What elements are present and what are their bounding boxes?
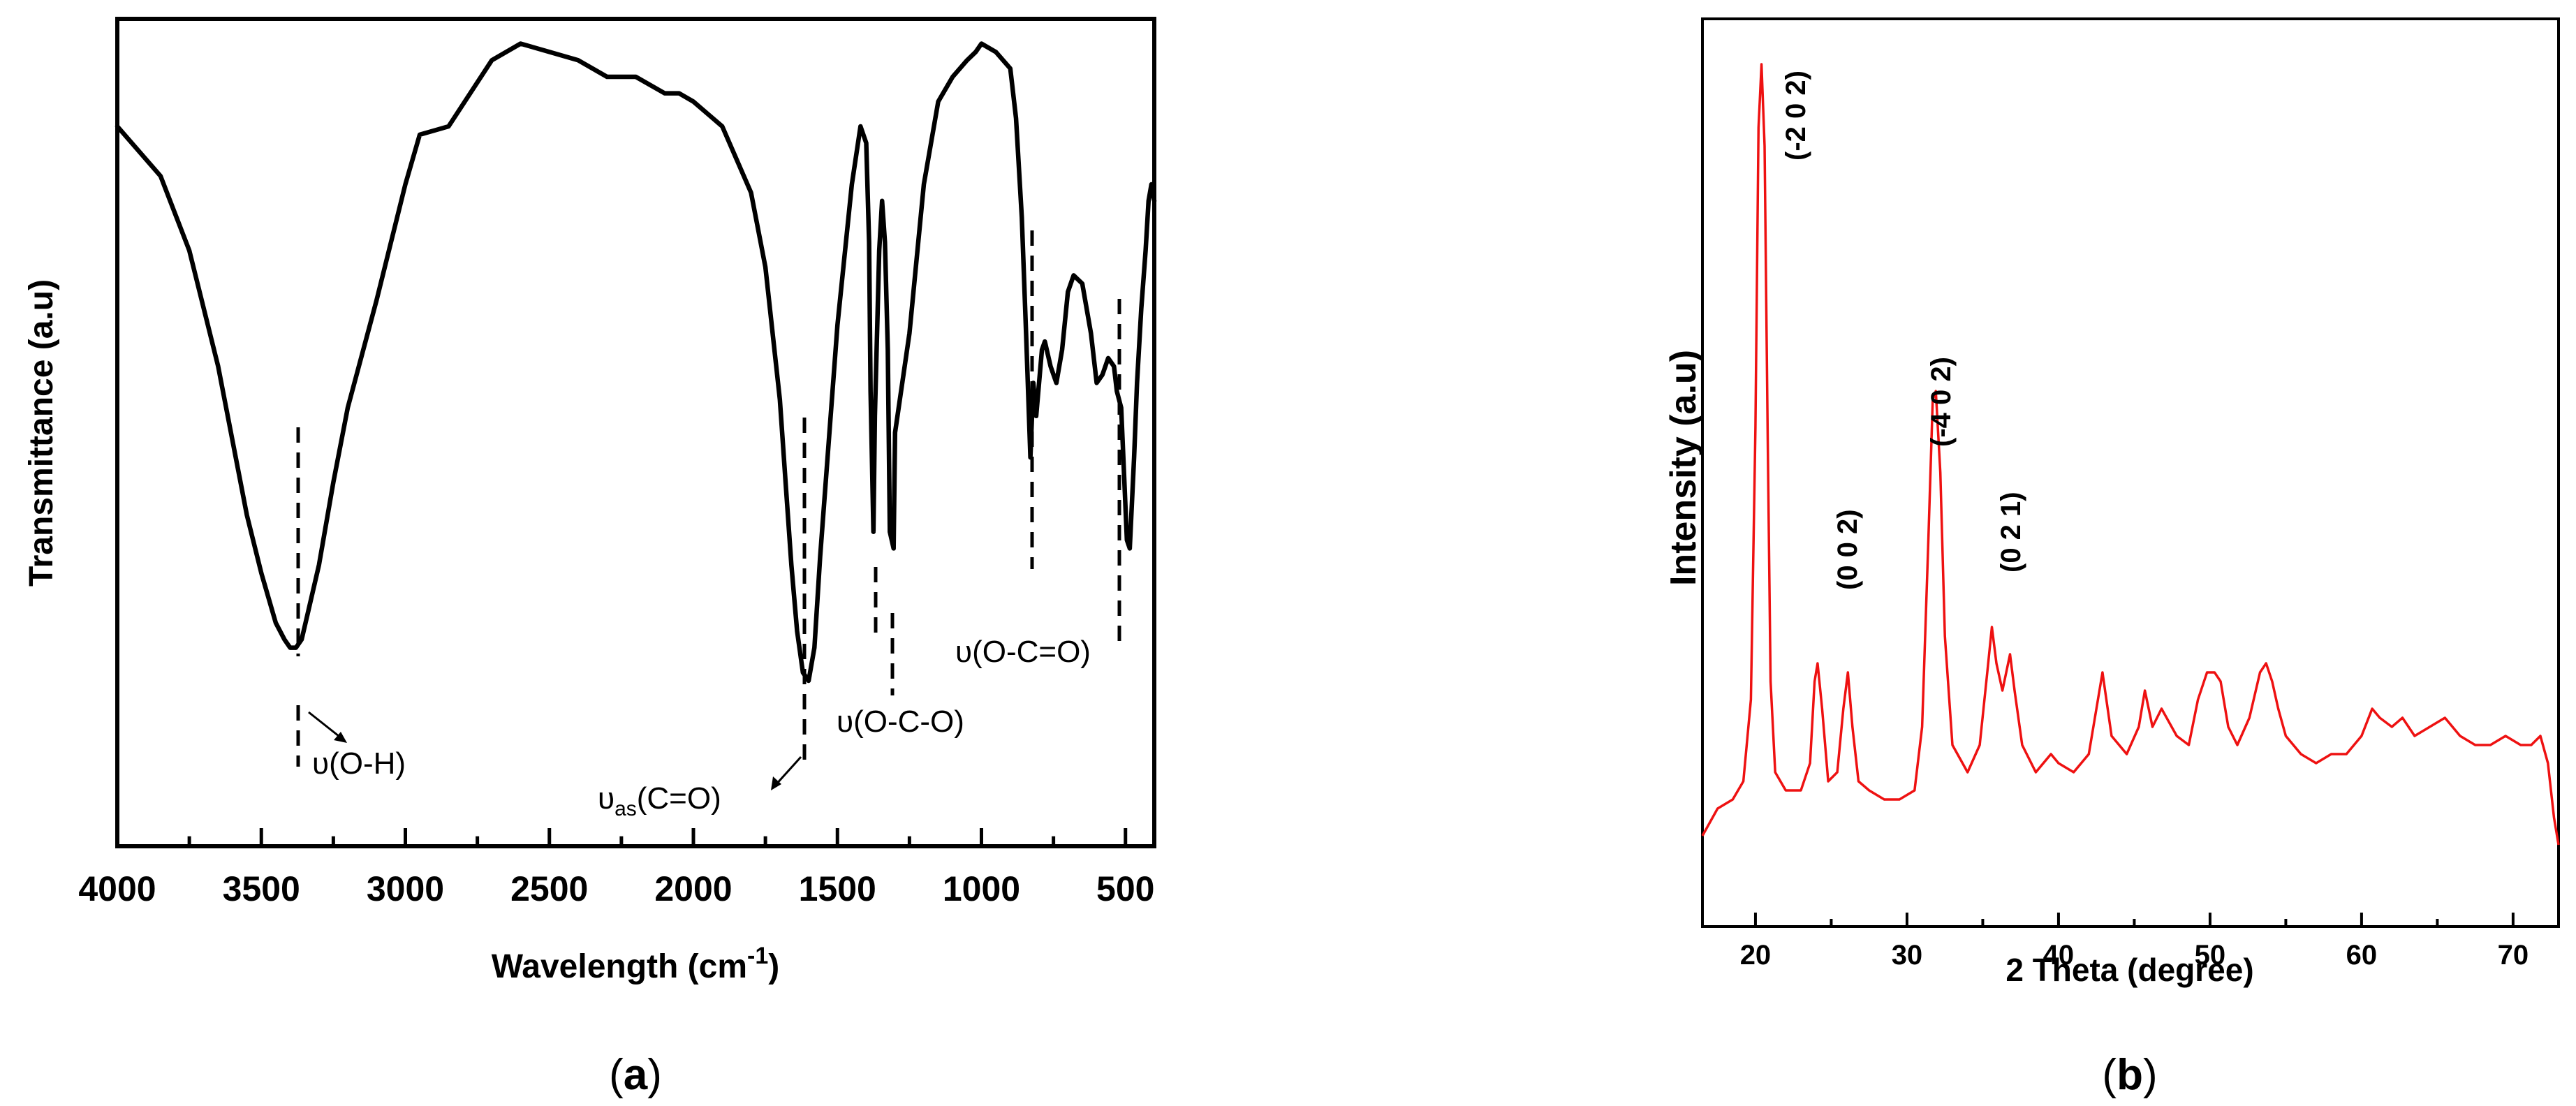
panel-label-b-letter: b [2117,1051,2143,1099]
xrd-x-tick-labels: 20 30 40 50 60 70 [1740,940,2529,971]
xrd-panel: 20 30 40 50 60 70 (-2 0 2) (0 0 2) (-4 0 2) (… [1663,17,2560,1099]
ftir-x-axis-title-main: Wavelength (cm [492,948,747,985]
annotation-oco: υ(O-C-O) [837,705,964,739]
xrd-x-axis-title: 2 Theta (degree) [2005,952,2253,988]
ftir-x-axis-title-close: ) [768,948,779,985]
annotation-ocoo: υ(O-C=O) [955,635,1091,669]
panel-label-a: (a) [609,1051,662,1099]
x-tick-label: 500 [1096,869,1154,908]
peak-label-m202: (-2 0 2) [1781,71,1811,161]
arrow-oh-head [334,732,347,743]
xrd-plot-frame [1701,17,2560,928]
xrd-x-ticks [1753,913,2515,927]
ftir-x-ticks [115,828,1128,846]
arrow-co-head [771,776,781,790]
x-tick-label: 4000 [78,869,156,908]
annotation-co: υas(C=O) [598,781,721,820]
x-tick-label: 1000 [943,869,1020,908]
ftir-annotation-arrows [308,711,802,790]
x-tick-label: 3500 [223,869,300,908]
arrow-oh [308,711,343,740]
ftir-y-axis-title: Transmittance (a.u) [23,279,60,587]
ftir-spectrum-line [115,41,1157,684]
annotation-co-sub: as [614,797,637,820]
ftir-x-tick-labels: 4000 3500 3000 2500 2000 1500 1000 500 [78,869,1154,908]
ftir-x-axis-title: Wavelength (cm-1) [492,943,780,985]
x-tick-label: 2500 [510,869,588,908]
peak-label-021: (0 2 1) [1996,492,2026,573]
annotation-oh: υ(O-H) [312,746,406,781]
annotation-co-rest: (C=O) [637,781,721,816]
panel-label-a-letter: a [624,1051,648,1099]
x-tick-label: 3000 [367,869,444,908]
x-tick-label: 70 [2498,940,2529,971]
ftir-panel: 4000 3500 3000 2500 2000 1500 1000 500 υ(O-H) υ… [23,17,1157,1099]
peak-label-002: (0 0 2) [1832,509,1863,590]
annotation-co-greek: υ [598,781,614,816]
xrd-y-axis-title: Intensity (a.u) [1663,350,1704,586]
xrd-pattern-line [1701,63,2560,846]
x-tick-label: 40 [2043,940,2075,971]
x-tick-label: 1500 [799,869,876,908]
x-tick-label: 60 [2346,940,2378,971]
arrow-co [774,755,802,787]
ftir-x-axis-title-sup: -1 [747,943,768,969]
peak-label-m402: (-4 0 2) [1926,357,1957,447]
x-tick-label: 50 [2195,940,2226,971]
ftir-plot-frame [115,17,1156,848]
ftir-peak-markers [296,230,1121,767]
x-tick-label: 20 [1740,940,1772,971]
panel-label-b: (b) [2102,1051,2157,1099]
x-tick-label: 30 [1892,940,1923,971]
x-tick-label: 2000 [654,869,732,908]
